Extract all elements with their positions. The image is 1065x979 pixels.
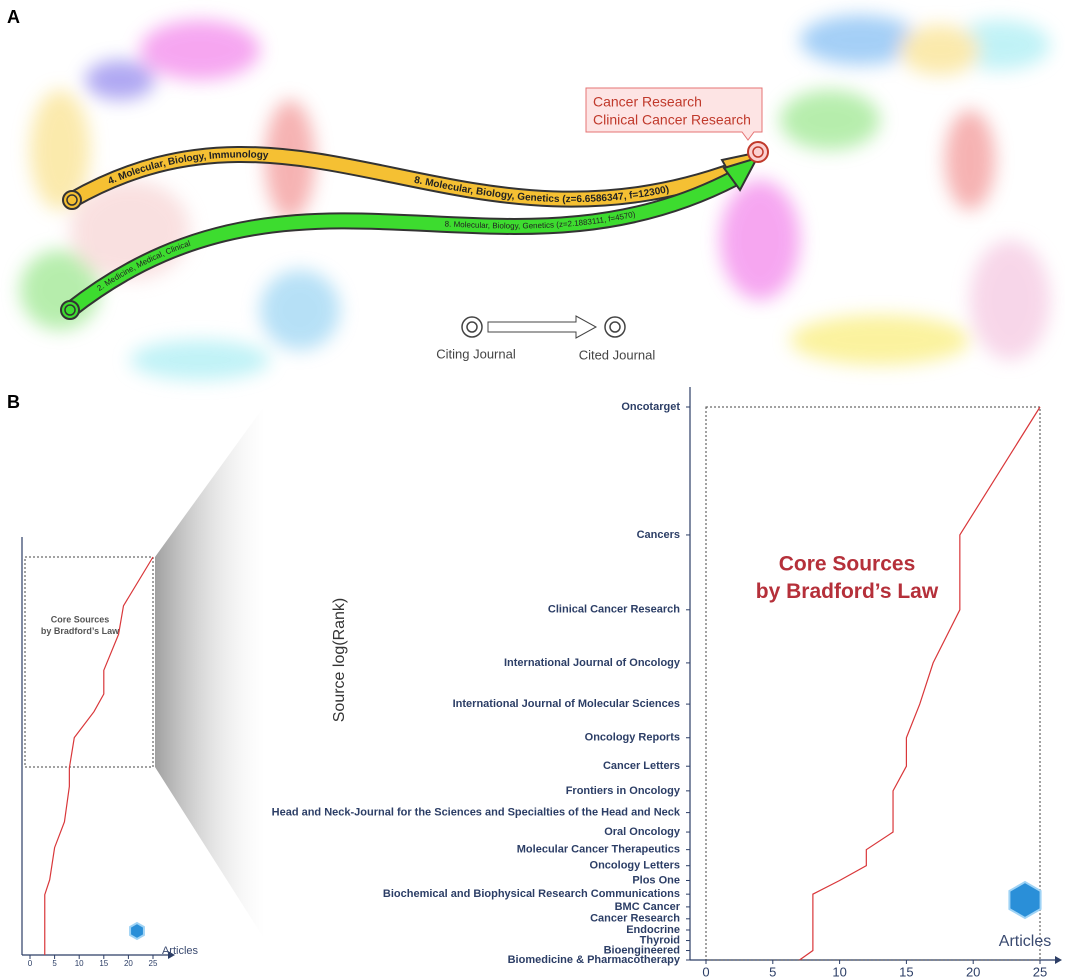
x-tick-label: 5 <box>52 959 57 968</box>
y-tick-label: Frontiers in Oncology <box>566 785 681 797</box>
y-tick-label: Oncology Reports <box>585 732 680 744</box>
legend-arrow <box>487 315 598 339</box>
y-tick-label: BMC Cancer <box>615 901 681 913</box>
x-tick-label: 15 <box>899 964 913 979</box>
y-tick-label: Endocrine <box>626 924 680 936</box>
x-tick-label: 10 <box>832 964 846 979</box>
x-tick-label: 20 <box>966 964 980 979</box>
x-tick-label: 0 <box>702 964 709 979</box>
callout <box>585 87 763 141</box>
y-tick-label: Thyroid <box>640 934 680 946</box>
annotation: Core Sources <box>779 553 916 576</box>
x-tick-label: 20 <box>124 959 133 968</box>
logo <box>1008 880 1042 920</box>
bradford-line <box>44 556 154 955</box>
arrow-head <box>722 156 760 192</box>
y-tick-label: Clinical Cancer Research <box>548 604 680 616</box>
y-tick-label: Oncotarget <box>621 401 680 413</box>
x-axis-label: Articles <box>162 945 199 957</box>
annotation: by Bradford’s Law <box>41 626 120 636</box>
annotation: by Bradford’s Law <box>756 580 939 603</box>
y-axis-label: Source log(Rank) <box>331 598 348 723</box>
logo <box>129 921 145 941</box>
y-tick-label: Bioengineered <box>604 944 680 956</box>
link-green <box>65 172 738 316</box>
callout-text: Cancer Research <box>593 94 702 110</box>
y-tick-label: Cancer Research <box>590 913 680 925</box>
panel-label: B <box>7 392 20 412</box>
y-tick-label: International Journal of Molecular Scien… <box>453 698 680 710</box>
legend-label: Citing Journal <box>436 346 516 361</box>
legend-label: Cited Journal <box>579 347 656 362</box>
core-box <box>705 406 1041 961</box>
y-tick-label: Cancer Letters <box>603 760 680 772</box>
callout-text: Clinical Cancer Research <box>593 112 751 128</box>
y-tick-label: Molecular Cancer Therapeutics <box>517 844 680 856</box>
x-tick-label: 25 <box>1033 964 1047 979</box>
y-tick-label: Biomedicine & Pharmacotherapy <box>508 954 681 966</box>
x-tick-label: 5 <box>769 964 776 979</box>
axis-arrow <box>168 951 175 959</box>
x-tick-label: 10 <box>75 959 84 968</box>
zoom-wedge <box>155 405 265 940</box>
y-tick-label: International Journal of Oncology <box>504 657 681 669</box>
core-box <box>24 556 154 768</box>
y-tick-label: Oncology Letters <box>590 860 680 872</box>
x-axis-label: Articles <box>999 933 1051 950</box>
link-yellow <box>68 148 738 206</box>
y-tick-label: Oral Oncology <box>604 826 681 838</box>
panel-label: A <box>7 7 20 27</box>
y-tick-label: Cancers <box>637 529 680 541</box>
axis-arrow <box>1055 956 1062 964</box>
x-tick-label: 0 <box>28 959 33 968</box>
map-clouds <box>20 15 1050 380</box>
bradford-line <box>799 406 1041 961</box>
x-tick-label: 15 <box>99 959 108 968</box>
y-tick-label: Head and Neck-Journal for the Sciences a… <box>272 807 681 819</box>
y-tick-label: Biochemical and Biophysical Research Com… <box>383 888 680 900</box>
annotation: Core Sources <box>51 614 110 624</box>
y-tick-label: Plos One <box>632 874 680 886</box>
x-tick-label: 25 <box>149 959 158 968</box>
